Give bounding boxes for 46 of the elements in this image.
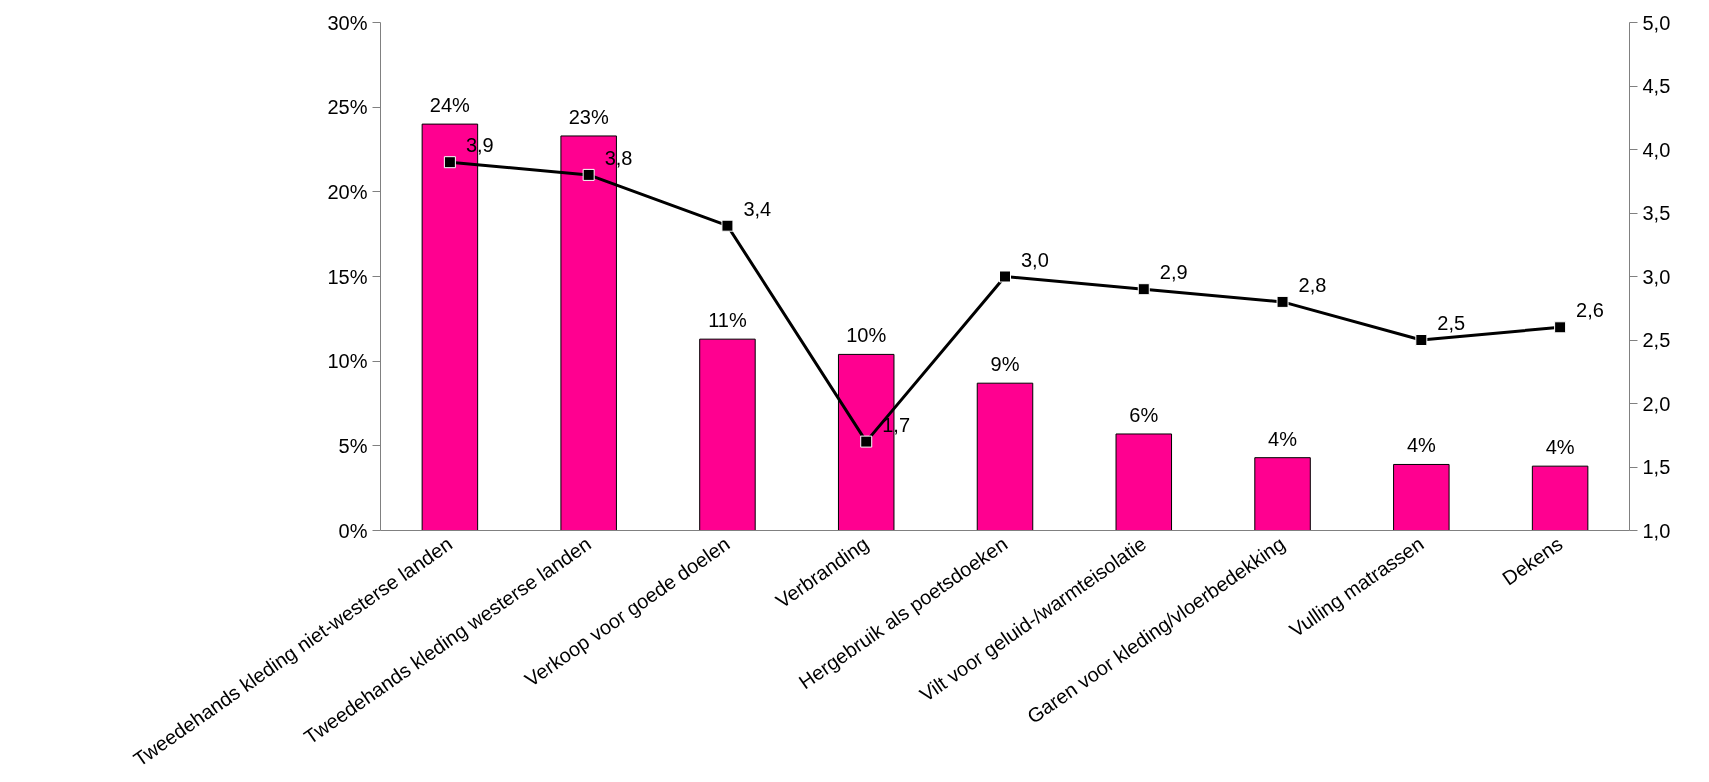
data-label: 4%	[1406, 434, 1436, 457]
y-tick-label: 30%	[327, 11, 368, 34]
y-tick-label: 25%	[327, 96, 368, 119]
point	[1415, 334, 1428, 346]
y2-tick-label: 1,0	[1642, 519, 1671, 542]
point	[1276, 295, 1289, 308]
y2-tick-label: 4,0	[1642, 138, 1671, 161]
data-label: 3,4	[743, 197, 772, 220]
point	[1137, 283, 1150, 296]
bar	[976, 382, 1034, 531]
point	[860, 435, 873, 448]
point	[582, 168, 595, 181]
data-label: 6%	[1129, 403, 1159, 426]
y-tick-label: 0%	[338, 519, 368, 542]
y2-tick-label: 4,5	[1642, 75, 1671, 97]
data-label: 24%	[429, 94, 471, 117]
y2-tick-label: 5,0	[1642, 11, 1671, 34]
data-label: 10%	[846, 324, 887, 347]
y-tick-label: 20%	[327, 180, 368, 203]
point	[1554, 321, 1567, 334]
data-label: 4%	[1545, 436, 1575, 459]
y2-tick-label: 3,0	[1642, 265, 1671, 288]
point	[721, 219, 734, 232]
data-label: 2,9	[1159, 261, 1188, 284]
y2-tick-label: 2,0	[1642, 392, 1671, 415]
y2-tick-label: 3,5	[1642, 202, 1671, 224]
data-label: 2,6	[1576, 299, 1604, 322]
data-label: 3,0	[1021, 248, 1049, 271]
y2-tick-label: 2,5	[1642, 329, 1671, 351]
bar	[1254, 457, 1311, 531]
point	[999, 270, 1011, 283]
data-label: 4%	[1268, 427, 1298, 450]
data-label: 2,8	[1298, 273, 1327, 296]
bar	[1531, 465, 1589, 531]
data-label: 11%	[708, 309, 747, 332]
bar	[1393, 463, 1450, 531]
y-tick-label: 15%	[327, 265, 368, 288]
data-label: 23%	[568, 105, 609, 128]
data-label: 2,5	[1437, 312, 1466, 334]
y-tick-label: 5%	[338, 434, 368, 457]
point	[443, 156, 456, 169]
y2-tick-label: 1,5	[1642, 456, 1671, 478]
bar	[699, 338, 756, 531]
bar	[1115, 433, 1173, 531]
data-label: 9%	[990, 353, 1020, 376]
y-tick-label: 10%	[327, 350, 368, 373]
